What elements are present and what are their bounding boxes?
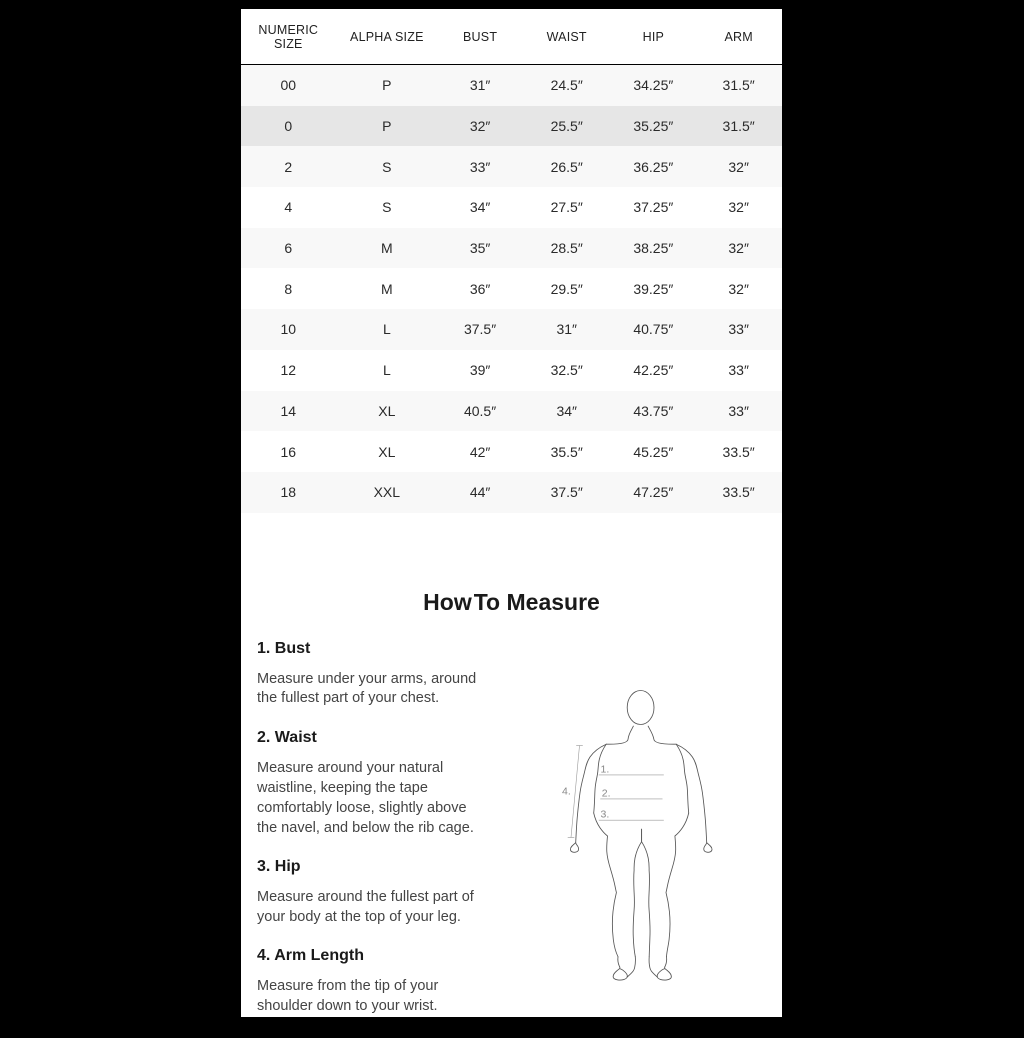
svg-text:1.: 1. bbox=[601, 763, 610, 775]
svg-text:3.: 3. bbox=[601, 808, 610, 820]
svg-text:2.: 2. bbox=[602, 787, 611, 799]
svg-text:4.: 4. bbox=[562, 785, 571, 797]
